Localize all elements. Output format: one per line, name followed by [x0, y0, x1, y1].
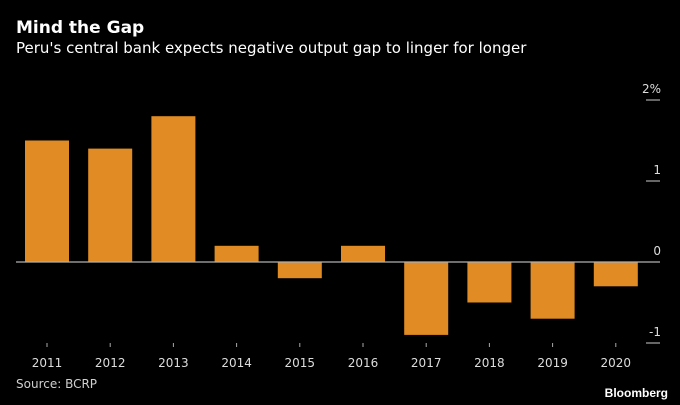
bar-2011: [25, 140, 69, 262]
x-tick-label-2020: 2020: [601, 356, 632, 370]
x-tick-label-2011: 2011: [32, 356, 63, 370]
bar-2013: [151, 116, 196, 262]
bar-2016: [341, 245, 385, 262]
x-tick-label-2016: 2016: [348, 356, 379, 370]
x-tick-label-2014: 2014: [221, 356, 252, 370]
chart-subtitle: Peru's central bank expects negative out…: [16, 39, 527, 57]
x-tick-label-2012: 2012: [95, 356, 126, 370]
y-tick-label-2%: 2%: [642, 82, 661, 96]
bar-2015: [277, 262, 322, 279]
y-tick-label-0: 0: [653, 244, 661, 258]
source-note: Source: BCRP: [16, 377, 98, 391]
bar-2017: [404, 262, 449, 335]
y-tick-label--1: -1: [649, 325, 661, 339]
x-tick-label-2015: 2015: [285, 356, 316, 370]
bar-2019: [530, 262, 575, 319]
x-tick-label-2019: 2019: [537, 356, 568, 370]
chart-title: Mind the Gap: [16, 18, 145, 38]
y-tick-label-1: 1: [653, 163, 661, 177]
bar-2020: [593, 262, 638, 287]
x-tick-label-2013: 2013: [158, 356, 189, 370]
x-tick-label-2017: 2017: [411, 356, 442, 370]
bar-2012: [88, 148, 133, 262]
bar-2014: [214, 245, 259, 262]
bar-2018: [467, 262, 512, 303]
x-tick-label-2018: 2018: [474, 356, 505, 370]
bloomberg-logo: Bloomberg: [604, 386, 668, 400]
